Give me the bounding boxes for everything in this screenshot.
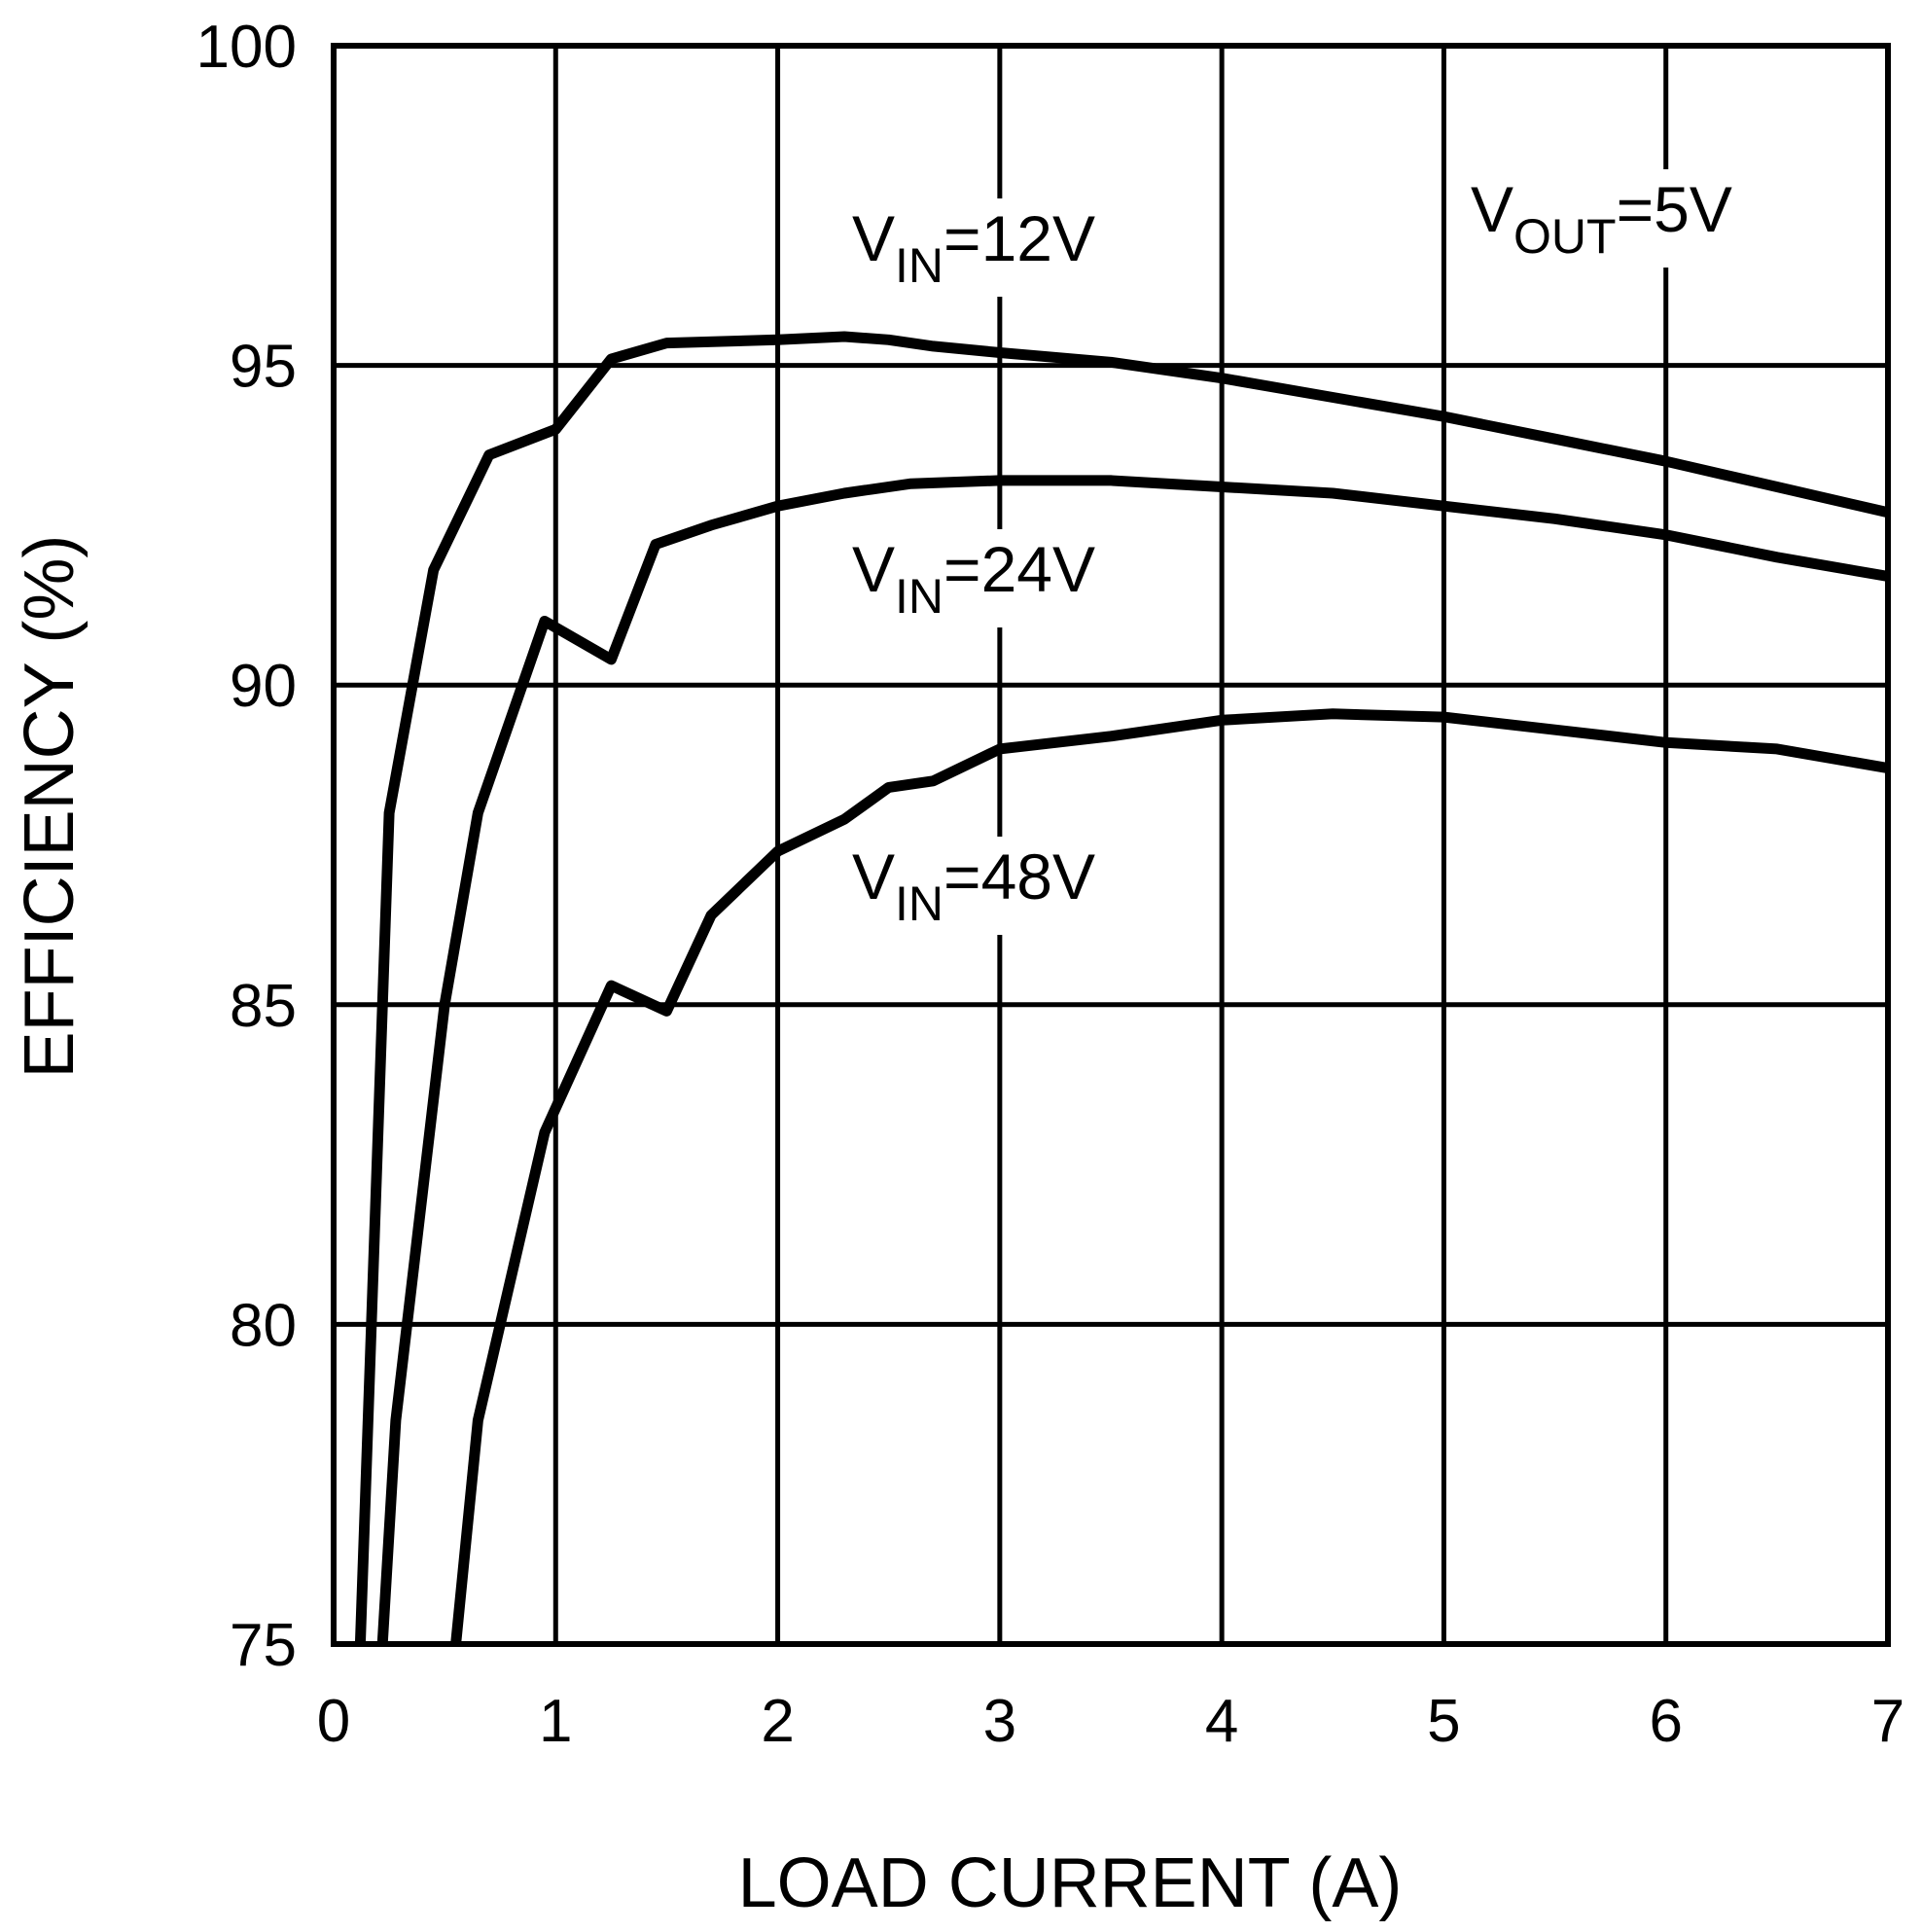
y-tick-label: 90 xyxy=(230,653,297,720)
condition-label-vout-5v: VOUT=5V xyxy=(1471,173,1732,264)
x-tick-label: 3 xyxy=(983,1688,1016,1755)
x-tick-label: 0 xyxy=(317,1688,350,1755)
y-tick-label: 95 xyxy=(230,334,297,401)
series-label-vin-48v: VIN=48V xyxy=(852,841,1095,931)
y-tick-label: 80 xyxy=(230,1292,297,1359)
grid-layer xyxy=(331,43,1891,1647)
label-knockout xyxy=(1465,169,1738,268)
x-tick-label: 4 xyxy=(1205,1688,1238,1755)
label-knockout xyxy=(846,198,1102,297)
label-knockout xyxy=(846,529,1102,627)
tick-label-layer: 0 1 2 3 4 5 6 7 75 80 85 90 95 100 xyxy=(196,14,1905,1755)
series-label-vin-12v: VIN=12V xyxy=(852,202,1095,293)
plot-frame xyxy=(331,43,1891,1647)
x-tick-label: 2 xyxy=(761,1688,794,1755)
series-line-vin-48v xyxy=(450,708,1888,1644)
x-axis-title: LOAD CURRENT (A) xyxy=(738,1844,1403,1922)
series-label-vin-24v: VIN=24V xyxy=(852,533,1095,624)
series-line-vin-12v xyxy=(354,331,1888,1644)
x-tick-label: 7 xyxy=(1871,1688,1904,1755)
x-tick-label: 6 xyxy=(1649,1688,1682,1755)
y-axis-title: EFFICIENCY (%) xyxy=(11,535,89,1079)
x-tick-label: 1 xyxy=(539,1688,572,1755)
label-knockout xyxy=(846,837,1102,935)
series-line-vin-24v xyxy=(376,475,1888,1644)
series-layer xyxy=(354,331,1888,1644)
y-tick-label: 75 xyxy=(230,1612,297,1679)
x-tick-label: 5 xyxy=(1427,1688,1460,1755)
y-tick-label: 100 xyxy=(196,14,297,81)
y-tick-label: 85 xyxy=(230,973,297,1040)
